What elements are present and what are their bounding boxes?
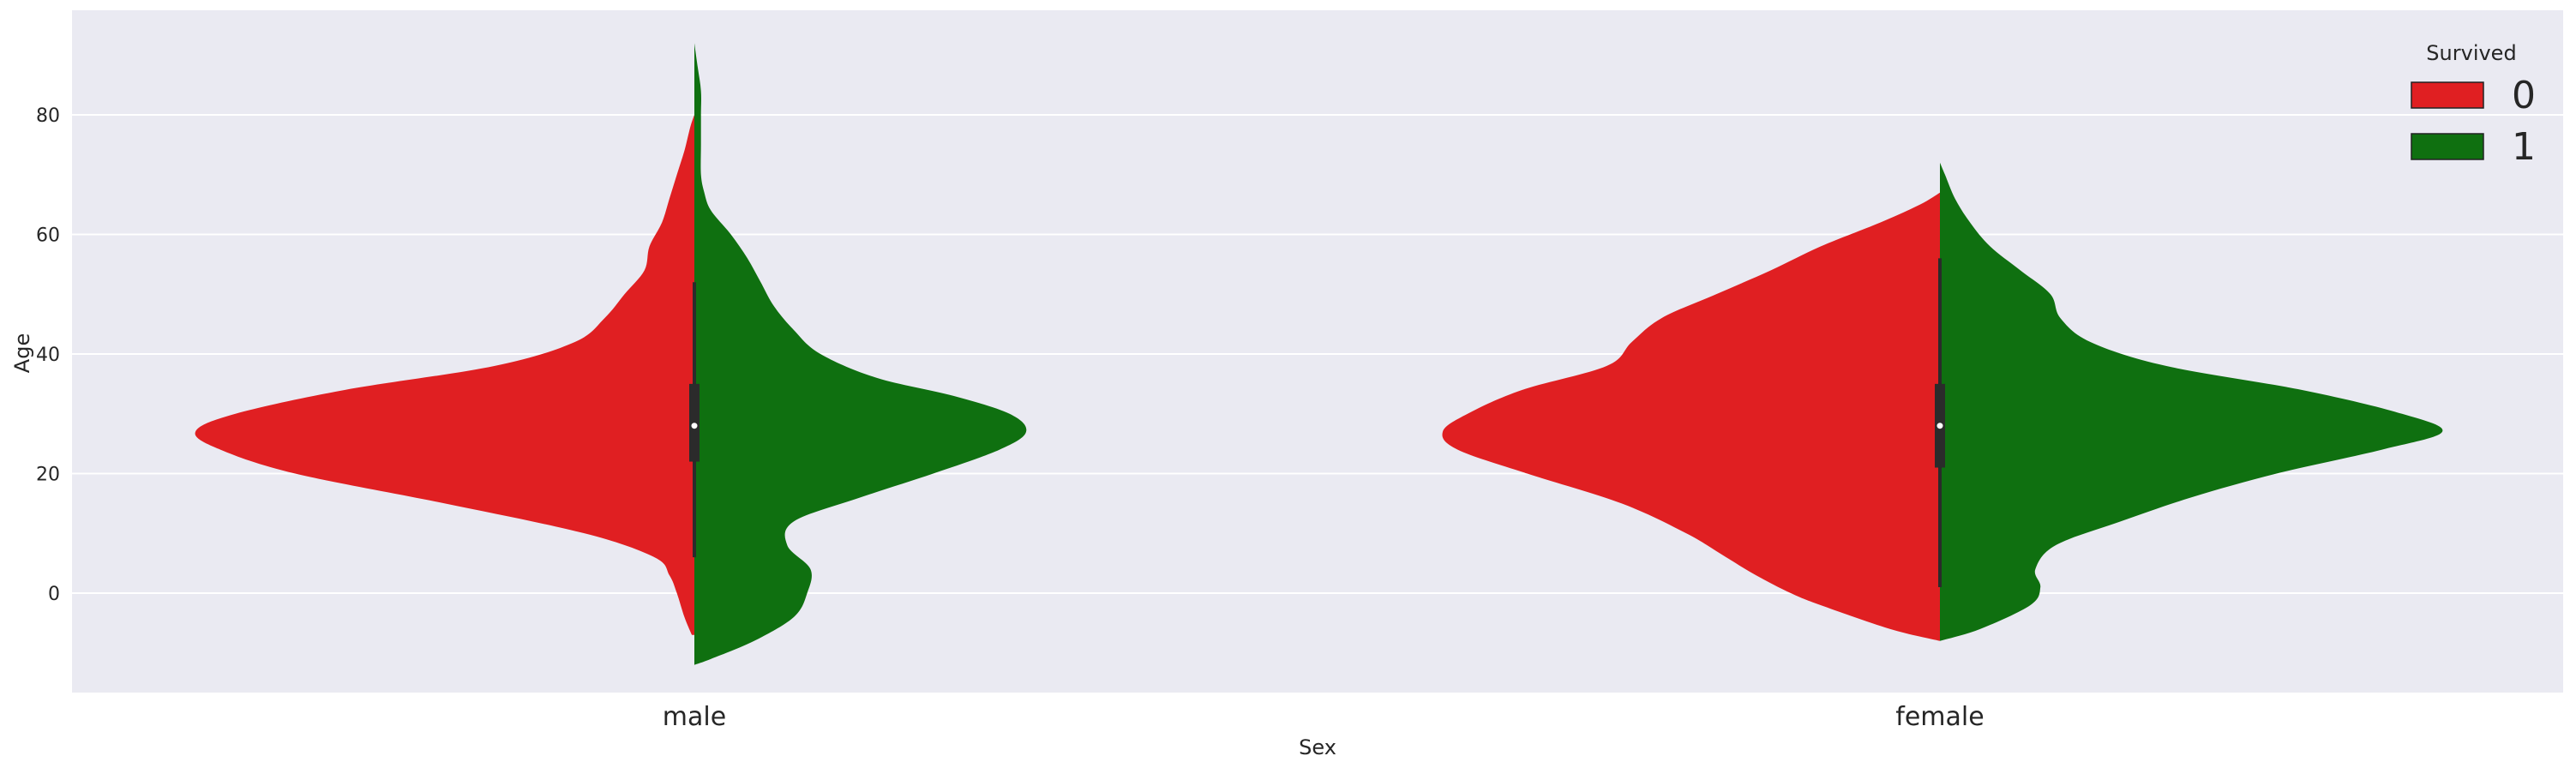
inner-boxes (689, 258, 1945, 588)
x-tick-label: female (1895, 702, 1984, 732)
y-tick-label: 20 (36, 465, 60, 486)
plot-background (72, 10, 2563, 693)
legend-label-1: 1 (2512, 125, 2536, 169)
y-tick-label: 80 (36, 105, 60, 127)
legend-swatch-0 (2411, 81, 2484, 109)
violin-half-male-1 (694, 43, 1027, 665)
legend-label-0: 0 (2512, 74, 2536, 117)
x-axis-label: Sex (1299, 735, 1336, 759)
legend: Survived 0 1 (2411, 41, 2536, 169)
y-axis-label: Age (10, 333, 34, 373)
violin-half-female-0 (1442, 192, 1940, 641)
legend-title: Survived (2426, 41, 2516, 65)
y-tick-label: 40 (36, 345, 60, 366)
violins (195, 43, 2443, 665)
median-dot (1937, 423, 1943, 429)
y-tick-label: 60 (36, 225, 60, 247)
median-dot (691, 423, 698, 429)
violin-half-female-1 (1940, 162, 2443, 641)
y-tick-label: 0 (48, 584, 60, 605)
x-tick-labels: male female (663, 702, 1985, 732)
x-tick-label: male (663, 702, 726, 732)
violin-half-male-0 (195, 115, 694, 635)
legend-swatch-1 (2411, 133, 2484, 160)
y-tick-labels: 0 20 40 60 80 (36, 105, 60, 605)
